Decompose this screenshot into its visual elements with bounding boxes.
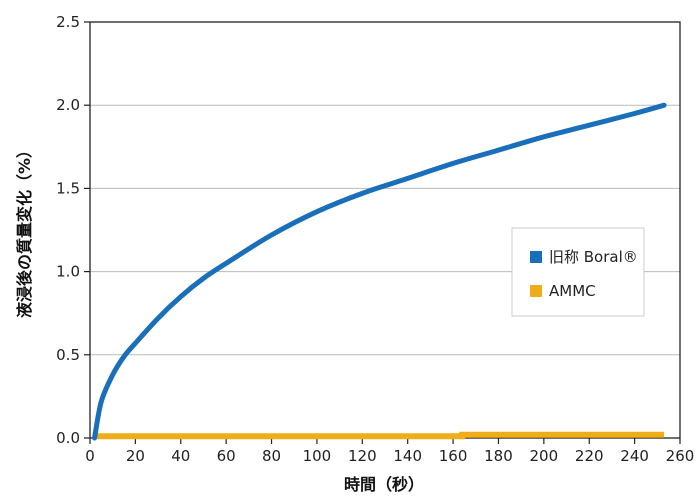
legend-label-boral: 旧称 Boral® [549, 248, 638, 266]
x-tick-label: 60 [217, 447, 236, 465]
x-tick-label: 80 [262, 447, 281, 465]
legend-swatch-ammc [530, 285, 542, 297]
y-tick-label: 0.0 [56, 429, 80, 447]
y-tick-label: 2.5 [56, 13, 80, 31]
y-tick-label: 1.5 [56, 179, 80, 197]
x-tick-label: 220 [575, 447, 604, 465]
series-line-ammc [94, 431, 665, 440]
y-axis-title: 液浸後の質量変化（%） [15, 142, 34, 318]
legend-label-ammc: AMMC [549, 282, 596, 300]
x-tick-label: 240 [620, 447, 649, 465]
y-axis-ticks: 0.0 0.5 1.0 1.5 2.0 2.5 [56, 13, 90, 447]
x-tick-label: 260 [666, 447, 695, 465]
x-tick-label: 160 [439, 447, 468, 465]
x-tick-label: 0 [85, 447, 95, 465]
x-tick-label: 40 [171, 447, 190, 465]
x-axis-ticks: 0 20 40 60 80 100 120 140 160 180 200 220 240 260 [85, 438, 694, 465]
x-tick-label: 180 [484, 447, 513, 465]
legend-swatch-boral [530, 251, 542, 263]
y-tick-label: 0.5 [56, 346, 80, 364]
legend: 旧称 Boral® AMMC [511, 227, 645, 317]
y-tick-label: 1.0 [56, 263, 80, 281]
series-line-boral [92, 102, 667, 441]
x-axis-title: 時間（秒） [344, 475, 424, 494]
x-tick-label: 120 [348, 447, 377, 465]
series-group [92, 102, 667, 441]
legend-box [511, 227, 645, 317]
x-tick-label: 140 [393, 447, 422, 465]
y-tick-label: 2.0 [56, 96, 80, 114]
x-tick-label: 100 [303, 447, 332, 465]
x-tick-label: 20 [126, 447, 145, 465]
x-tick-label: 200 [530, 447, 559, 465]
